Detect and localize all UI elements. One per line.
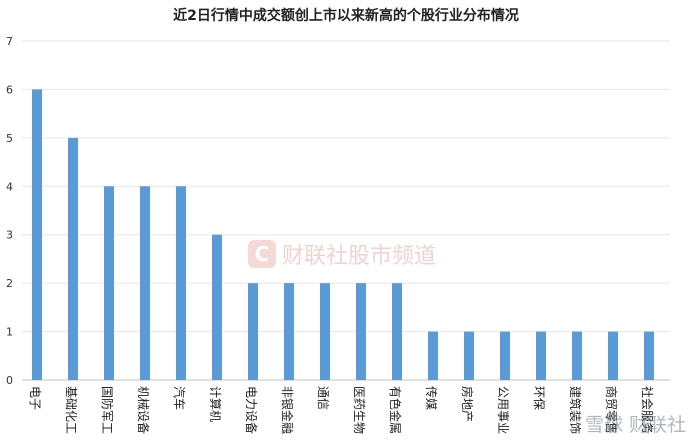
x-tick-label: 环保 [532,386,546,410]
y-tick-label: 5 [6,132,13,145]
bar [500,331,510,380]
bars [32,89,654,380]
x-tick-label: 电力设备 [244,386,258,434]
chart-title: 近2日行情中成交额创上市以来新高的个股行业分布情况 [173,7,519,24]
bar [140,186,150,380]
x-axis-labels: 电子 基础化工 国防军工 机械设备 汽车 计算机 电力设备 非银金融 通信 医药生物 有色金属 传媒房… [28,386,655,434]
x-tick-label: 国防军工 [100,386,115,434]
x-tick-label: 汽车 [172,386,187,410]
bar [536,331,546,380]
y-tick-label: 0 [6,374,13,387]
bar [284,283,294,380]
y-axis-ticks: 0 1 2 3 4 5 6 7 [6,35,13,387]
y-tick-label: 6 [6,83,13,96]
bar [392,283,402,380]
bar [248,283,258,380]
watermark-corner: 雪球 财联社 [584,414,686,436]
x-tick-label: 传媒 [424,386,439,410]
y-tick-label: 3 [6,229,13,242]
x-tick-label: 有色金属 [388,386,403,434]
x-tick-label: 通信 [316,386,330,410]
x-tick-label: 机械设备 [136,386,151,434]
y-tick-label: 4 [6,180,13,193]
bar [608,331,618,380]
x-tick-label: 非银金融 [280,386,295,434]
y-tick-label: 2 [6,277,13,290]
x-tick-label: 公用事业 [496,386,510,434]
y-tick-label: 1 [6,326,13,339]
gridlines [22,40,670,381]
x-tick-label: 房地产 [460,386,475,422]
bar [428,331,438,380]
x-tick-label: 社会服务 [640,386,655,434]
x-tick-label: 医药生物 [352,386,366,434]
bar [572,331,582,380]
x-tick-label: 基础化工 [64,386,78,434]
y-tick-label: 7 [6,35,13,48]
bar [104,186,114,380]
bar [464,331,474,380]
bar [356,283,366,380]
bar [68,137,78,380]
bar [320,283,330,380]
bar [32,89,42,380]
x-tick-label: 建筑装饰 [568,386,583,434]
bar [176,186,186,380]
x-tick-label: 商贸零售 [604,386,619,434]
bar [212,234,222,380]
x-tick-label: 计算机 [208,386,223,422]
bar [644,331,654,380]
x-tick-label: 电子 [28,386,42,410]
